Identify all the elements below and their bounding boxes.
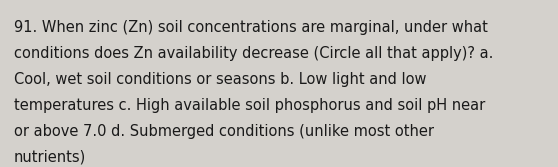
Text: or above 7.0 d. Submerged conditions (unlike most other: or above 7.0 d. Submerged conditions (un… <box>14 124 434 139</box>
Text: temperatures c. High available soil phosphorus and soil pH near: temperatures c. High available soil phos… <box>14 98 485 113</box>
Text: Cool, wet soil conditions or seasons b. Low light and low: Cool, wet soil conditions or seasons b. … <box>14 72 426 87</box>
Text: nutrients): nutrients) <box>14 149 86 164</box>
Text: conditions does Zn availability decrease (Circle all that apply)? a.: conditions does Zn availability decrease… <box>14 46 493 61</box>
Text: 91. When zinc (Zn) soil concentrations are marginal, under what: 91. When zinc (Zn) soil concentrations a… <box>14 20 488 35</box>
